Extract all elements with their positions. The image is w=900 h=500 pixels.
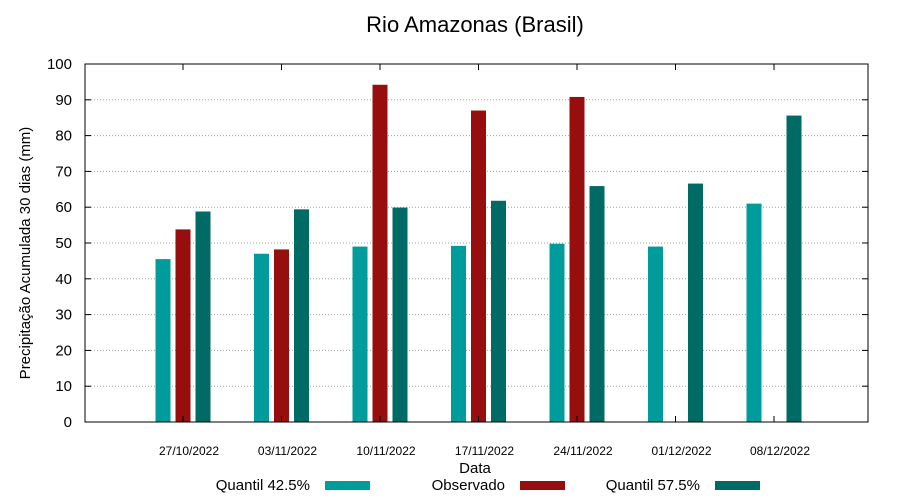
legend-swatch <box>715 481 760 490</box>
bar-observado-2 <box>372 84 388 422</box>
bar-quantil-575-2 <box>392 207 408 422</box>
bar-quantil-425-3 <box>451 245 466 422</box>
bar-quantil-575-0 <box>195 211 211 422</box>
bar-quantil-575-1 <box>294 209 309 422</box>
legend-swatch <box>520 481 565 490</box>
bar-observado-1 <box>274 249 289 422</box>
bar-quantil-575-4 <box>589 186 605 422</box>
bar-observado-0 <box>175 229 191 422</box>
legend-label: Quantil 57.5% <box>606 477 700 494</box>
y-axis-label: Precipitação Acumulada 30 dias (mm) <box>17 127 34 380</box>
y-axis: 0 10 20 30 40 50 60 70 80 90 100 <box>47 56 868 431</box>
legend-swatch <box>325 481 370 490</box>
bar-quantil-425-2 <box>352 246 368 422</box>
bar-quantil-425-5 <box>648 246 663 422</box>
bar-quantil-425-0 <box>155 259 171 422</box>
y-tick-label: 90 <box>55 92 72 109</box>
x-axis: 27/10/2022 03/11/2022 10/11/2022 17/11/2022… <box>159 64 810 458</box>
legend: Quantil 42.5% Observado Quantil 57.5% <box>216 477 760 494</box>
bars <box>155 84 802 422</box>
bar-quantil-425-4 <box>549 243 565 422</box>
y-tick-label: 20 <box>55 342 72 359</box>
x-tick-label: 08/12/2022 <box>750 444 810 458</box>
y-tick-label: 50 <box>55 235 72 252</box>
bar-observado-3 <box>471 110 486 422</box>
y-tick-label: 10 <box>55 378 72 395</box>
y-tick-label: 100 <box>47 56 72 73</box>
bar-observado-4 <box>569 96 585 422</box>
y-tick-label: 30 <box>55 307 72 324</box>
x-tick-label: 27/10/2022 <box>159 444 219 458</box>
x-tick-label: 24/11/2022 <box>553 444 612 458</box>
y-tick-label: 40 <box>55 271 72 288</box>
bar-quantil-575-6 <box>786 115 802 422</box>
bar-quantil-425-6 <box>746 203 762 422</box>
y-tick-label: 60 <box>55 199 72 216</box>
bar-quantil-575-3 <box>491 200 506 422</box>
bar-quantil-575-5 <box>688 183 703 422</box>
legend-label: Observado <box>432 477 505 494</box>
x-axis-label: Data <box>459 460 491 477</box>
chart-title: Rio Amazonas (Brasil) <box>366 12 584 37</box>
y-tick-label: 80 <box>55 128 72 145</box>
x-tick-label: 17/11/2022 <box>455 444 514 458</box>
x-tick-label: 01/12/2022 <box>651 444 711 458</box>
x-tick-label: 03/11/2022 <box>258 444 317 458</box>
bar-quantil-425-1 <box>254 253 269 422</box>
x-tick-label: 10/11/2022 <box>356 444 415 458</box>
legend-label: Quantil 42.5% <box>216 477 310 494</box>
y-tick-label: 0 <box>64 414 72 431</box>
y-tick-label: 70 <box>55 163 72 180</box>
